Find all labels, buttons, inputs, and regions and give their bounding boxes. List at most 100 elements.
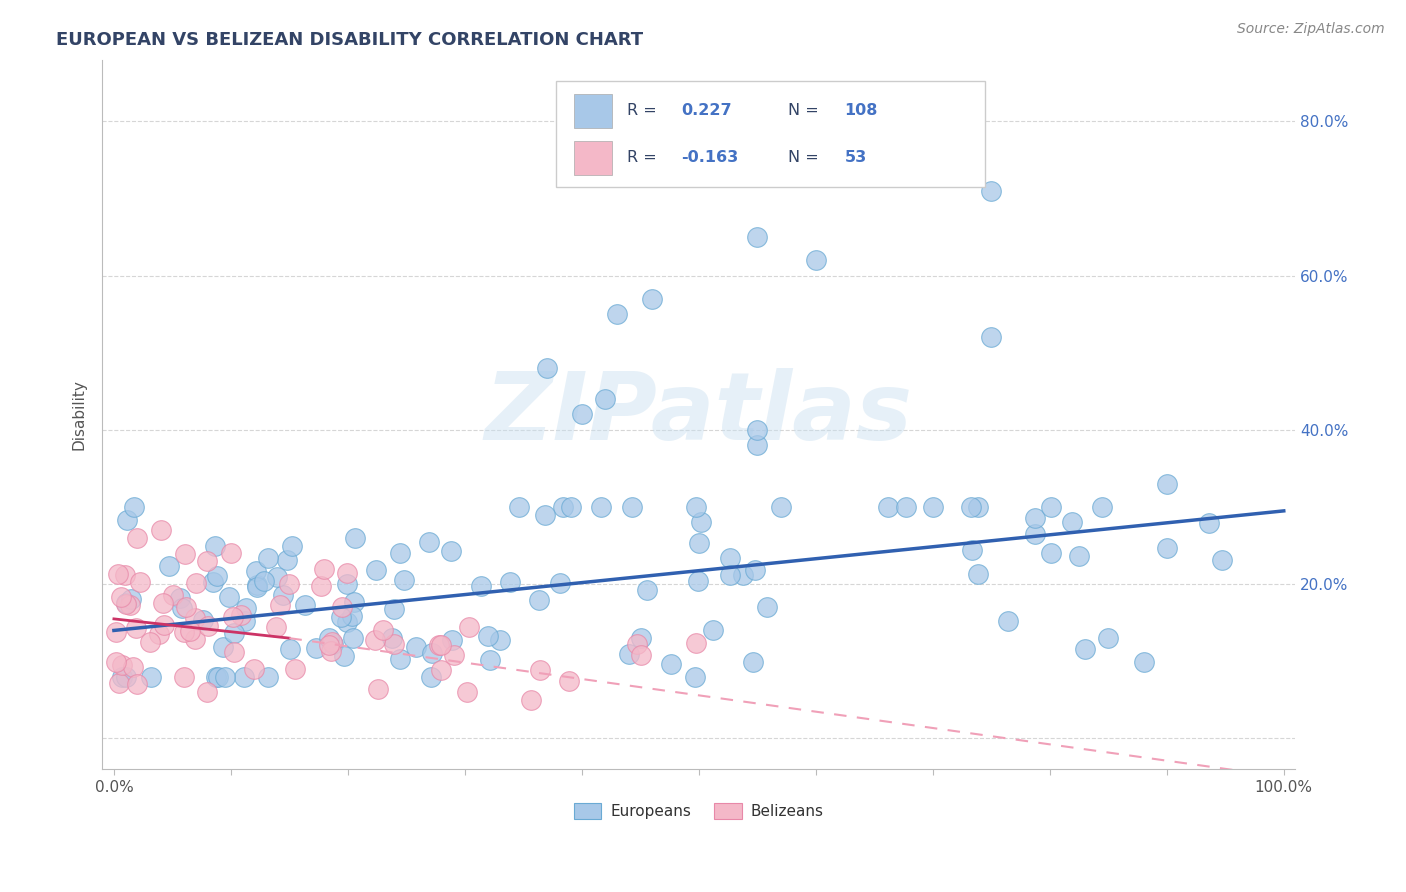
- Point: [253, 574, 276, 588]
- Point: [430, 663, 453, 677]
- Point: [470, 578, 492, 592]
- Point: [364, 563, 387, 577]
- Point: [186, 576, 208, 591]
- Point: [205, 568, 228, 582]
- Point: [169, 591, 191, 605]
- Point: [489, 633, 512, 648]
- Point: [617, 647, 640, 661]
- Point: [499, 574, 522, 589]
- Point: [548, 576, 571, 591]
- Point: [534, 508, 557, 523]
- Point: [114, 567, 136, 582]
- Point: [184, 632, 207, 646]
- Point: [276, 552, 298, 566]
- Point: [685, 636, 707, 650]
- Text: -0.163: -0.163: [681, 150, 738, 165]
- Point: [105, 624, 128, 639]
- Point: [269, 599, 291, 613]
- Point: [212, 640, 235, 655]
- Point: [364, 633, 387, 648]
- Text: 0.227: 0.227: [681, 103, 731, 119]
- Point: [191, 613, 214, 627]
- Point: [129, 575, 152, 590]
- Point: [527, 593, 550, 607]
- Point: [336, 615, 359, 629]
- Point: [688, 536, 710, 550]
- Point: [685, 500, 707, 514]
- Point: [718, 568, 741, 582]
- Point: [121, 659, 143, 673]
- Point: [322, 636, 344, 650]
- Point: [388, 652, 411, 666]
- Point: [305, 641, 328, 656]
- Point: [876, 500, 898, 514]
- Point: [744, 563, 766, 577]
- Point: [620, 500, 643, 514]
- Point: [536, 361, 558, 376]
- Point: [281, 539, 304, 553]
- Point: [520, 693, 543, 707]
- Point: [440, 544, 463, 558]
- Point: [197, 619, 219, 633]
- Point: [980, 330, 1002, 344]
- FancyBboxPatch shape: [574, 141, 612, 175]
- Point: [321, 634, 343, 648]
- Point: [456, 685, 478, 699]
- Point: [343, 531, 366, 545]
- Point: [1211, 553, 1233, 567]
- Point: [219, 546, 242, 560]
- Point: [479, 652, 502, 666]
- FancyBboxPatch shape: [574, 94, 612, 128]
- Text: N =: N =: [789, 103, 824, 119]
- Point: [153, 618, 176, 632]
- Point: [342, 631, 364, 645]
- Point: [336, 577, 359, 591]
- Point: [318, 631, 340, 645]
- Point: [420, 670, 443, 684]
- Point: [271, 589, 294, 603]
- Point: [418, 535, 440, 549]
- Point: [204, 670, 226, 684]
- Point: [1198, 516, 1220, 530]
- Point: [204, 539, 226, 553]
- Point: [427, 638, 450, 652]
- Point: [233, 614, 256, 628]
- Point: [246, 580, 269, 594]
- Point: [284, 662, 307, 676]
- Point: [243, 662, 266, 676]
- Point: [558, 674, 581, 689]
- Point: [214, 670, 236, 684]
- Point: [114, 597, 136, 611]
- Point: [138, 635, 160, 649]
- Point: [389, 546, 412, 560]
- Point: [381, 632, 404, 646]
- FancyBboxPatch shape: [555, 81, 986, 187]
- Point: [755, 599, 778, 614]
- Point: [1133, 655, 1156, 669]
- Point: [319, 644, 342, 658]
- Point: [256, 670, 278, 684]
- Point: [115, 596, 138, 610]
- Point: [747, 423, 769, 437]
- Point: [508, 500, 530, 514]
- Point: [1062, 515, 1084, 529]
- Point: [148, 626, 170, 640]
- Point: [382, 601, 405, 615]
- Point: [333, 648, 356, 663]
- Point: [246, 577, 269, 591]
- Point: [367, 681, 389, 696]
- Point: [105, 655, 128, 669]
- Point: [636, 582, 658, 597]
- Point: [278, 642, 301, 657]
- Point: [184, 610, 207, 624]
- Point: [340, 608, 363, 623]
- Point: [266, 570, 288, 584]
- Point: [330, 599, 353, 614]
- Text: 108: 108: [845, 103, 877, 119]
- Point: [111, 670, 134, 684]
- Point: [686, 574, 709, 588]
- Text: 53: 53: [845, 150, 866, 165]
- Point: [278, 577, 301, 591]
- Point: [173, 670, 195, 684]
- Point: [314, 562, 336, 576]
